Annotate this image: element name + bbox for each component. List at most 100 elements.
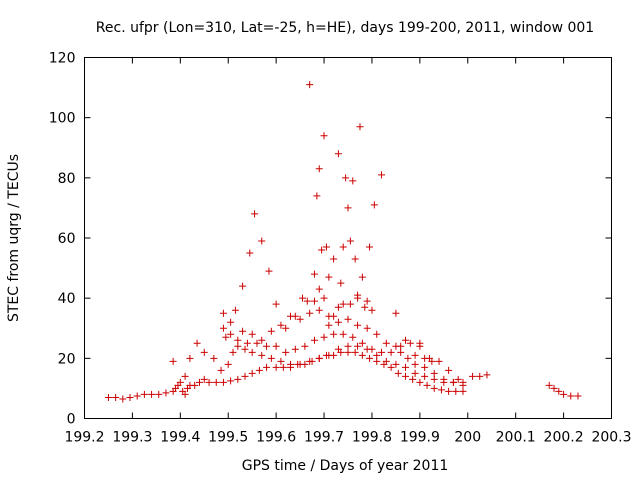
- data-point: [279, 363, 287, 371]
- data-point: [358, 339, 366, 347]
- data-point: [205, 378, 213, 386]
- data-point: [325, 321, 333, 329]
- data-point: [234, 342, 242, 350]
- data-point: [382, 357, 390, 365]
- data-point: [282, 324, 290, 332]
- data-point: [476, 372, 484, 380]
- data-point: [258, 237, 266, 245]
- data-point: [373, 351, 381, 359]
- data-point: [227, 318, 235, 326]
- data-point: [229, 348, 237, 356]
- data-point: [291, 312, 299, 320]
- data-point: [416, 378, 424, 386]
- data-point: [330, 255, 338, 263]
- data-point: [234, 336, 242, 344]
- data-point: [200, 348, 208, 356]
- data-point: [291, 345, 299, 353]
- chart-title: Rec. ufpr (Lon=310, Lat=-25, h=HE), days…: [96, 20, 594, 36]
- data-point: [277, 357, 285, 365]
- data-point: [344, 348, 352, 356]
- data-point: [155, 390, 163, 398]
- data-point: [354, 321, 362, 329]
- data-point: [186, 354, 194, 362]
- data-point: [387, 363, 395, 371]
- x-tick-label: 199.4: [160, 430, 200, 446]
- data-point: [140, 390, 148, 398]
- data-point: [258, 336, 266, 344]
- data-point: [301, 342, 309, 350]
- data-point: [212, 378, 220, 386]
- data-point: [354, 342, 362, 350]
- data-point: [306, 81, 314, 89]
- data-point: [325, 273, 333, 281]
- data-point: [469, 372, 477, 380]
- data-point: [349, 333, 357, 341]
- data-point: [354, 294, 362, 302]
- data-point: [560, 390, 568, 398]
- data-point: [334, 150, 342, 158]
- data-point: [227, 330, 235, 338]
- data-point: [449, 378, 457, 386]
- data-point: [421, 363, 429, 371]
- data-point: [440, 375, 448, 383]
- data-point: [251, 210, 259, 218]
- data-point: [358, 351, 366, 359]
- data-point: [344, 342, 352, 350]
- data-point: [370, 201, 378, 209]
- data-point: [459, 387, 467, 395]
- plot-frame: [84, 57, 612, 419]
- data-point: [437, 386, 445, 394]
- data-point: [409, 375, 417, 383]
- data-point: [421, 372, 429, 380]
- data-point: [241, 345, 249, 353]
- data-point: [248, 348, 256, 356]
- data-point: [272, 342, 280, 350]
- data-point: [104, 393, 112, 401]
- x-tick-label: 199.7: [304, 430, 344, 446]
- data-point: [315, 165, 323, 173]
- x-tick-label: 200.3: [591, 430, 631, 446]
- data-point: [310, 336, 318, 344]
- data-point: [210, 354, 218, 362]
- data-point: [310, 270, 318, 278]
- data-point: [322, 243, 330, 251]
- data-point: [392, 309, 400, 317]
- data-point: [411, 360, 419, 368]
- data-point: [401, 363, 409, 371]
- data-point: [181, 390, 189, 398]
- data-point: [195, 378, 203, 386]
- axis-ticks: 199.2 199.3 199.4 199.5 199.6 199.7 199.8 199.9…: [49, 51, 632, 446]
- data-point: [428, 357, 436, 365]
- data-point: [401, 336, 409, 344]
- y-tick-label: 120: [49, 51, 76, 67]
- data-point: [373, 330, 381, 338]
- data-point: [401, 372, 409, 380]
- data-point: [176, 378, 184, 386]
- data-point: [148, 390, 156, 398]
- data-point: [313, 192, 321, 200]
- data-point: [241, 372, 249, 380]
- data-point: [222, 333, 230, 341]
- data-point: [162, 389, 170, 397]
- y-tick-label: 100: [49, 111, 76, 127]
- data-point: [306, 309, 314, 317]
- data-point: [318, 246, 326, 254]
- data-point: [361, 303, 369, 311]
- data-point: [555, 387, 563, 395]
- data-point: [296, 360, 304, 368]
- data-point: [363, 324, 371, 332]
- data-point: [387, 348, 395, 356]
- data-point: [334, 318, 342, 326]
- data-point: [392, 360, 400, 368]
- data-point: [265, 267, 273, 275]
- data-point: [411, 351, 419, 359]
- data-point: [298, 294, 306, 302]
- data-point: [574, 392, 582, 400]
- data-point: [303, 297, 311, 305]
- data-point: [392, 342, 400, 350]
- data-point: [342, 174, 350, 182]
- data-point: [334, 303, 342, 311]
- x-tick-label: 199.8: [352, 430, 392, 446]
- data-point: [219, 309, 227, 317]
- data-point: [406, 339, 414, 347]
